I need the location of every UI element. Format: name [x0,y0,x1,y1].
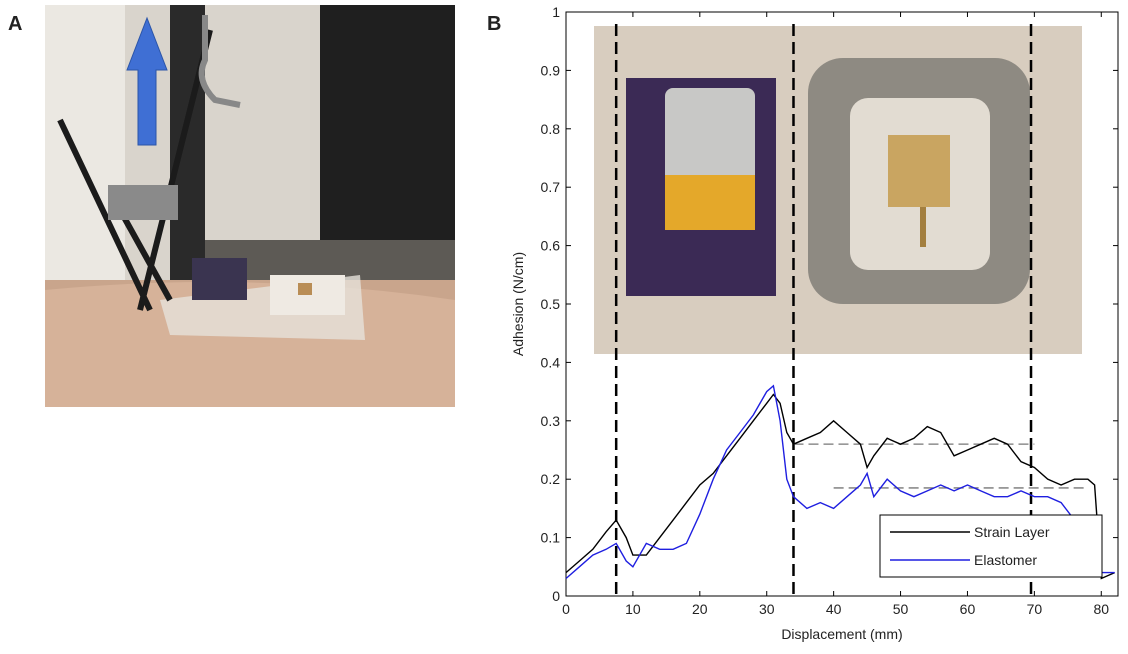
x-axis-label: Displacement (mm) [781,626,902,642]
y-tick-label: 0.9 [541,62,561,78]
panel-label: B [487,13,501,35]
x-tick-label: 40 [826,601,842,617]
y-tick-label: 1 [552,4,560,20]
y-tick-label: 0 [552,588,560,604]
data-line [565,393,1115,580]
data-line [565,384,1115,580]
legend-label: Strain Layer [974,524,1050,540]
x-tick-label: 70 [1027,601,1043,617]
y-tick-label: 0.3 [541,413,561,429]
y-axis-label: Adhesion (N/cm) [510,252,526,356]
y-tick-label: 0.8 [541,121,561,137]
x-tick-label: 30 [759,601,775,617]
y-tick-label: 0.6 [541,238,561,254]
y-tick-label: 0.7 [541,179,561,195]
x-tick-label: 50 [893,601,909,617]
x-tick-label: 0 [562,601,570,617]
photo-a [45,5,455,407]
x-tick-label: 20 [692,601,708,617]
photo-inset [594,26,1082,354]
x-tick-label: 10 [625,601,641,617]
y-tick-label: 0.5 [541,296,561,312]
y-tick-label: 0.4 [541,354,561,370]
legend-label: Elastomer [974,552,1037,568]
y-tick-label: 0.1 [541,530,561,546]
x-tick-label: 60 [960,601,976,617]
panel-label: A [8,13,22,35]
x-tick-label: 80 [1093,601,1109,617]
legend-box [879,514,1103,578]
y-tick-label: 0.2 [541,471,561,487]
